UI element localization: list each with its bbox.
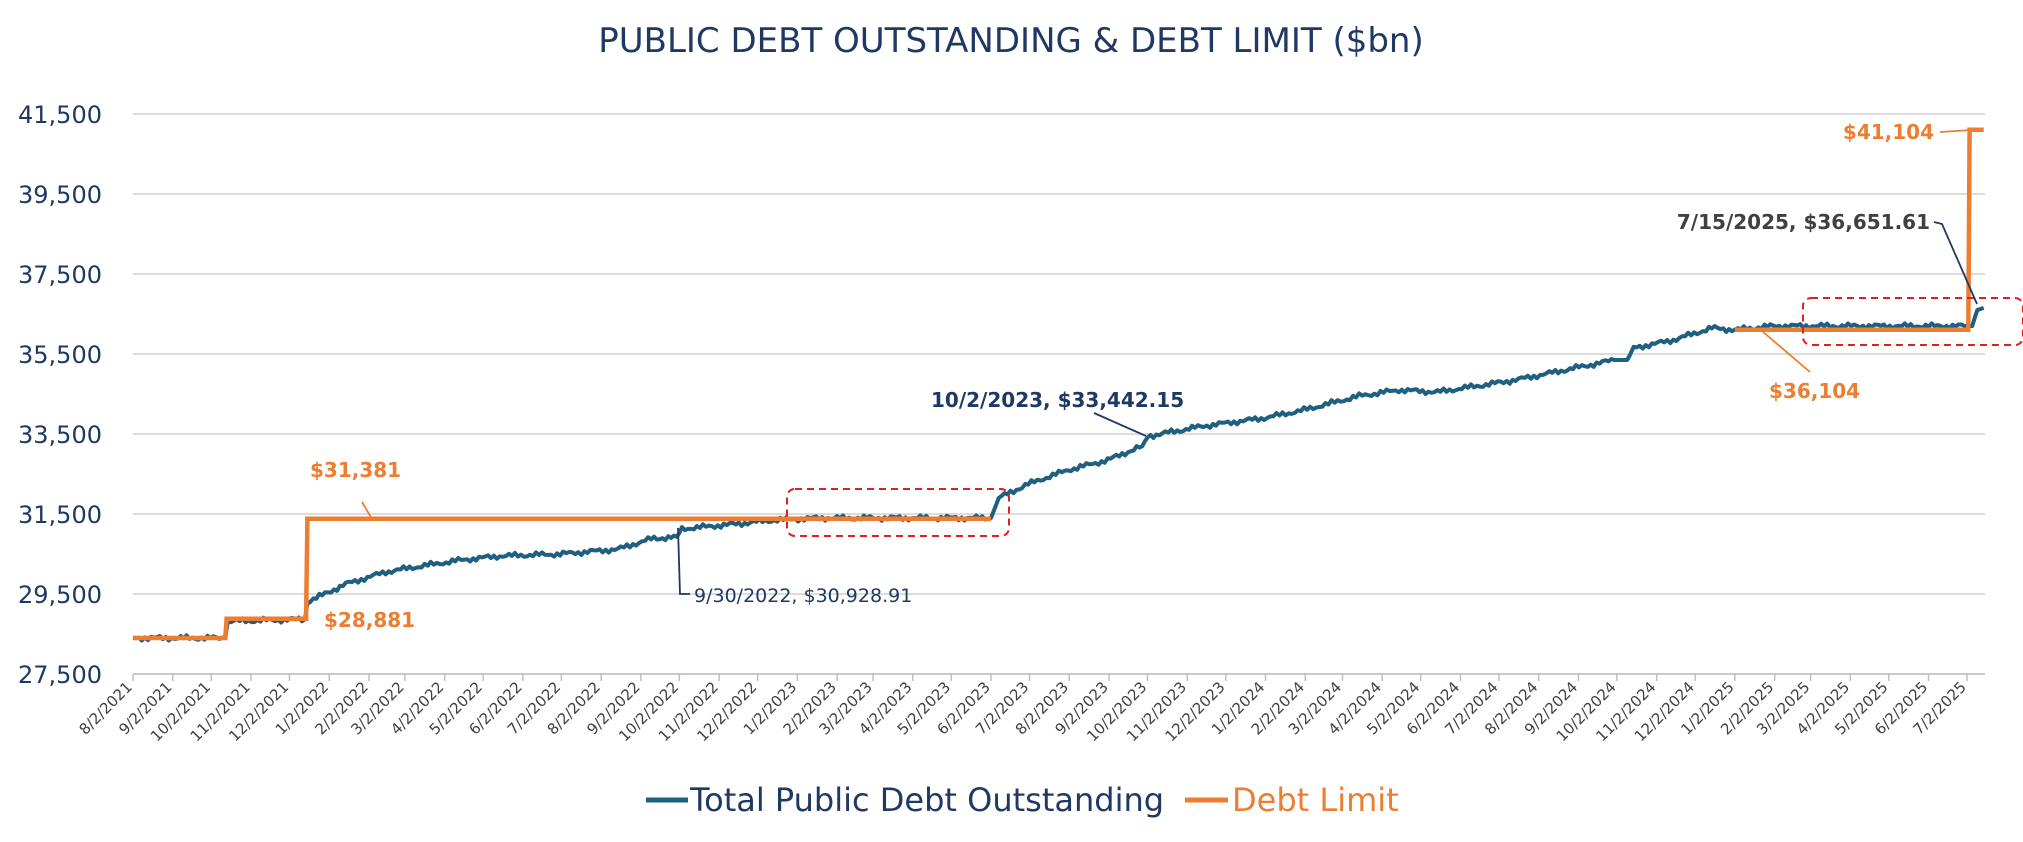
series <box>132 127 1985 643</box>
y-tick-label: 33,500 <box>18 421 102 449</box>
annotation-debt-limit-28881: $28,881 <box>324 608 415 632</box>
highlight-boxes <box>786 297 2023 537</box>
leader-20220930 <box>677 527 690 595</box>
y-tick-label: 35,500 <box>18 341 102 369</box>
leader-20250715 <box>1933 221 1978 305</box>
y-tick-label: 41,500 <box>18 101 102 129</box>
annotation-debt-20220930: 9/30/2022, $30,928.91 <box>694 585 912 607</box>
highlight-box-1 <box>786 488 1010 537</box>
legend: Total Public Debt Outstanding Debt Limit <box>646 781 1399 819</box>
annotation-debt-limit-31381: $31,381 <box>310 458 401 482</box>
leader-31381 <box>361 501 373 520</box>
annotations: $31,381 $28,881 9/30/2022, $30,928.91 10/2/… <box>310 120 1978 632</box>
highlight-box-2 <box>1802 297 2023 346</box>
x-axis: 8/2/20219/2/202110/2/202111/2/202112/2/2… <box>75 673 1985 745</box>
y-tick-label: 29,500 <box>18 581 102 609</box>
y-tick-label: 31,500 <box>18 501 102 529</box>
legend-label-debt-limit: Debt Limit <box>1232 781 1399 819</box>
grid <box>133 113 1985 675</box>
legend-label-total-debt: Total Public Debt Outstanding <box>689 781 1164 819</box>
y-axis: 27,500 29,500 31,500 33,500 35,500 37,500 39,5… <box>18 101 102 689</box>
annotation-debt-limit-36104: $36,104 <box>1769 379 1860 403</box>
chart-title: PUBLIC DEBT OUTSTANDING & DEBT LIMIT ($b… <box>598 21 1424 61</box>
leader-41104 <box>1939 129 1973 133</box>
y-tick-label: 39,500 <box>18 181 102 209</box>
y-tick-label: 27,500 <box>18 661 102 689</box>
annotation-debt-20250715: 7/15/2025, $36,651.61 <box>1677 210 1930 234</box>
annotation-debt-20231002: 10/2/2023, $33,442.15 <box>931 388 1184 412</box>
series-line-total-debt <box>132 306 1985 643</box>
leader-36104 <box>1761 330 1811 373</box>
leader-20231002 <box>1093 412 1147 437</box>
y-tick-label: 37,500 <box>18 261 102 289</box>
series-line-debt-limit <box>133 127 1984 641</box>
annotation-debt-limit-41104: $41,104 <box>1843 120 1934 144</box>
